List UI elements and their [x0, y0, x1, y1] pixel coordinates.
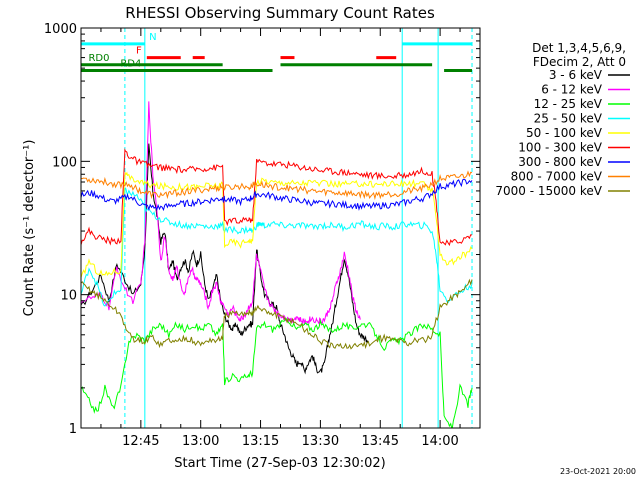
- legend-entry-6: 300 - 800 keV: [518, 155, 602, 169]
- legend-header-0: Det 1,3,4,5,6,9,: [532, 41, 626, 55]
- legend-entry-4: 50 - 100 keV: [526, 126, 603, 140]
- y-axis-ticks: 1 10 100 1000: [44, 22, 480, 437]
- legend-entry-7: 800 - 7000 keV: [511, 170, 603, 184]
- series-line-4: [81, 171, 473, 278]
- legend-entry-2: 12 - 25 keV: [534, 97, 603, 111]
- series-line-7: [81, 170, 473, 201]
- legend-entry-5: 100 - 300 keV: [518, 141, 602, 155]
- legend: Det 1,3,4,5,6,9,FDecim 2, Att 03 - 6 keV…: [495, 41, 630, 198]
- legend-entry-8: 7000 - 15000 keV: [495, 184, 602, 198]
- legend-entry-3: 25 - 50 keV: [534, 112, 603, 126]
- legend-entry-0: 3 - 6 keV: [549, 68, 603, 82]
- x-tick-label: 13:00: [182, 434, 219, 449]
- series-lines: [81, 101, 473, 428]
- chart-title: RHESSI Observing Summary Count Rates: [125, 4, 435, 22]
- y-tick-label: 100: [52, 155, 77, 170]
- x-tick-label: 14:00: [421, 434, 458, 449]
- series-line-1: [81, 101, 361, 326]
- series-line-6: [81, 178, 473, 212]
- x-tick-label: 13:45: [362, 434, 399, 449]
- flag-bars: NF RD0 RD4: [81, 32, 473, 73]
- legend-header-1: FDecim 2, Att 0: [533, 55, 626, 69]
- x-axis-ticks: 12:45 13:00 13:15 13:30 13:45 14:00: [80, 28, 481, 449]
- flag-label-1: F: [136, 46, 142, 57]
- series-line-2: [81, 317, 473, 428]
- series-line-0: [81, 143, 369, 375]
- series-line-3: [81, 187, 473, 307]
- series-line-5: [81, 147, 473, 247]
- flag-label-2: RD0: [88, 53, 109, 64]
- x-tick-label: 13:15: [242, 434, 279, 449]
- x-tick-label: 12:45: [122, 434, 159, 449]
- legend-entry-1: 6 - 12 keV: [541, 83, 603, 97]
- flag-label-0: N: [149, 32, 156, 43]
- y-tick-label: 1000: [44, 22, 77, 37]
- footer-stamp: 23-Oct-2021 20:00: [560, 467, 636, 476]
- flag-label-3: RD4: [120, 59, 141, 70]
- y-tick-label: 1: [69, 422, 77, 437]
- series-line-8: [81, 278, 473, 350]
- y-tick-label: 10: [60, 289, 77, 304]
- y-axis-label: Count Rate (s⁻¹ detector⁻¹): [22, 140, 37, 317]
- x-axis-label: Start Time (27-Sep-03 12:30:02): [174, 456, 385, 471]
- x-tick-label: 13:30: [302, 434, 339, 449]
